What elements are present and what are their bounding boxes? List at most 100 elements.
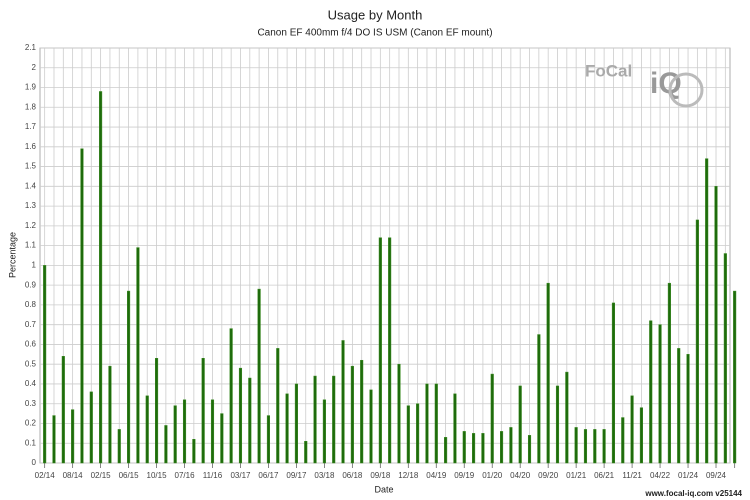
bar xyxy=(350,365,354,464)
x-tick-label: 02/15 xyxy=(91,471,112,480)
logo-text: iQ xyxy=(650,67,682,100)
y-tick-label: 1.4 xyxy=(25,181,37,190)
bar xyxy=(294,383,298,464)
x-tick-label: 09/17 xyxy=(286,471,307,480)
chart-subtitle: Canon EF 400mm f/4 DO IS USM (Canon EF m… xyxy=(257,28,492,39)
y-tick-label: 1.5 xyxy=(25,162,37,171)
y-tick-label: 1 xyxy=(32,260,37,269)
bar xyxy=(658,324,662,464)
bar xyxy=(639,407,643,464)
y-tick-label: 0.7 xyxy=(25,320,37,329)
x-tick-label: 09/19 xyxy=(454,471,475,480)
bar xyxy=(332,375,336,464)
x-tick-label: 09/18 xyxy=(370,471,391,480)
x-tick-label: 02/14 xyxy=(35,471,56,480)
bar xyxy=(527,435,532,464)
bar xyxy=(462,431,466,464)
bar xyxy=(248,377,252,464)
y-tick-label: 0.5 xyxy=(25,359,37,368)
bar xyxy=(173,405,177,464)
x-tick-label: 03/18 xyxy=(314,471,335,480)
x-tick-label: 09/24 xyxy=(706,471,727,480)
bar xyxy=(117,429,121,464)
y-tick-label: 0.2 xyxy=(25,419,37,428)
bar xyxy=(322,399,326,464)
bar xyxy=(201,358,205,464)
bar xyxy=(369,389,373,464)
bar xyxy=(238,367,243,464)
chart-title: Usage by Month xyxy=(328,7,423,22)
x-tick-label: 06/17 xyxy=(258,471,279,480)
y-tick-label: 1.6 xyxy=(25,142,37,151)
bar xyxy=(444,437,448,464)
bar xyxy=(555,385,560,464)
footer: www.focal-iq.com v25144 xyxy=(644,489,742,498)
x-tick-label: 12/18 xyxy=(398,471,419,480)
y-tick-label: 0.6 xyxy=(25,340,37,349)
x-tick-label: 06/21 xyxy=(594,471,615,480)
x-tick-label: 04/19 xyxy=(426,471,447,480)
y-tick-label: 0.4 xyxy=(25,379,37,388)
bar xyxy=(406,405,410,464)
bar xyxy=(127,290,131,464)
bar xyxy=(304,441,308,464)
bar xyxy=(695,219,699,464)
bar xyxy=(565,371,569,464)
x-tick-label: 09/20 xyxy=(538,471,559,480)
x-tick-label: 06/18 xyxy=(342,471,363,480)
y-tick-label: 1.3 xyxy=(25,201,37,210)
bar xyxy=(229,328,233,464)
bar xyxy=(537,334,541,464)
bar xyxy=(518,385,522,464)
bar xyxy=(360,359,364,464)
x-tick-label: 11/21 xyxy=(622,471,642,480)
x-tick-label: 07/16 xyxy=(175,471,196,480)
bar xyxy=(490,373,494,464)
bar xyxy=(61,356,65,464)
bar xyxy=(546,282,550,464)
bar xyxy=(705,158,709,464)
plot-area xyxy=(39,47,731,464)
bar xyxy=(313,375,317,464)
bar xyxy=(266,415,270,464)
y-tick-label: 0.3 xyxy=(25,399,37,408)
x-tick-label: 08/14 xyxy=(63,471,84,480)
x-axis-label: Date xyxy=(374,484,393,494)
y-tick-label: 0.8 xyxy=(25,300,37,309)
bar xyxy=(453,393,457,464)
x-tick-label: 04/22 xyxy=(650,471,671,480)
bar xyxy=(630,395,634,464)
bar xyxy=(52,415,56,464)
bar xyxy=(509,427,513,464)
y-tick-label: 1.7 xyxy=(25,122,37,131)
x-tick-label: 10/15 xyxy=(147,471,168,480)
x-tick-label: 03/17 xyxy=(230,471,251,480)
bar xyxy=(602,429,606,464)
bar xyxy=(43,265,47,464)
bar xyxy=(182,399,187,464)
bar xyxy=(99,91,103,464)
y-tick-label: 2.1 xyxy=(25,43,37,52)
bar xyxy=(276,348,280,464)
bar xyxy=(192,439,196,464)
bar xyxy=(378,237,382,464)
logo: FoCal iQ xyxy=(585,61,704,108)
y-tick-label: 1.8 xyxy=(25,102,37,111)
bar xyxy=(611,302,615,464)
bar xyxy=(649,320,653,464)
bar xyxy=(220,413,224,464)
logo-text: FoCal xyxy=(585,61,632,80)
bar xyxy=(210,399,215,464)
bar xyxy=(341,340,345,464)
bar xyxy=(621,417,625,464)
bar xyxy=(472,433,476,464)
y-tick-label: 1.9 xyxy=(25,83,37,92)
bar xyxy=(285,393,289,464)
x-tick-label: 01/24 xyxy=(678,471,699,480)
y-tick-label: 0.9 xyxy=(25,280,37,289)
bar xyxy=(667,282,671,464)
bar xyxy=(164,425,168,464)
x-tick-label: 01/20 xyxy=(482,471,503,480)
bar xyxy=(500,431,504,464)
